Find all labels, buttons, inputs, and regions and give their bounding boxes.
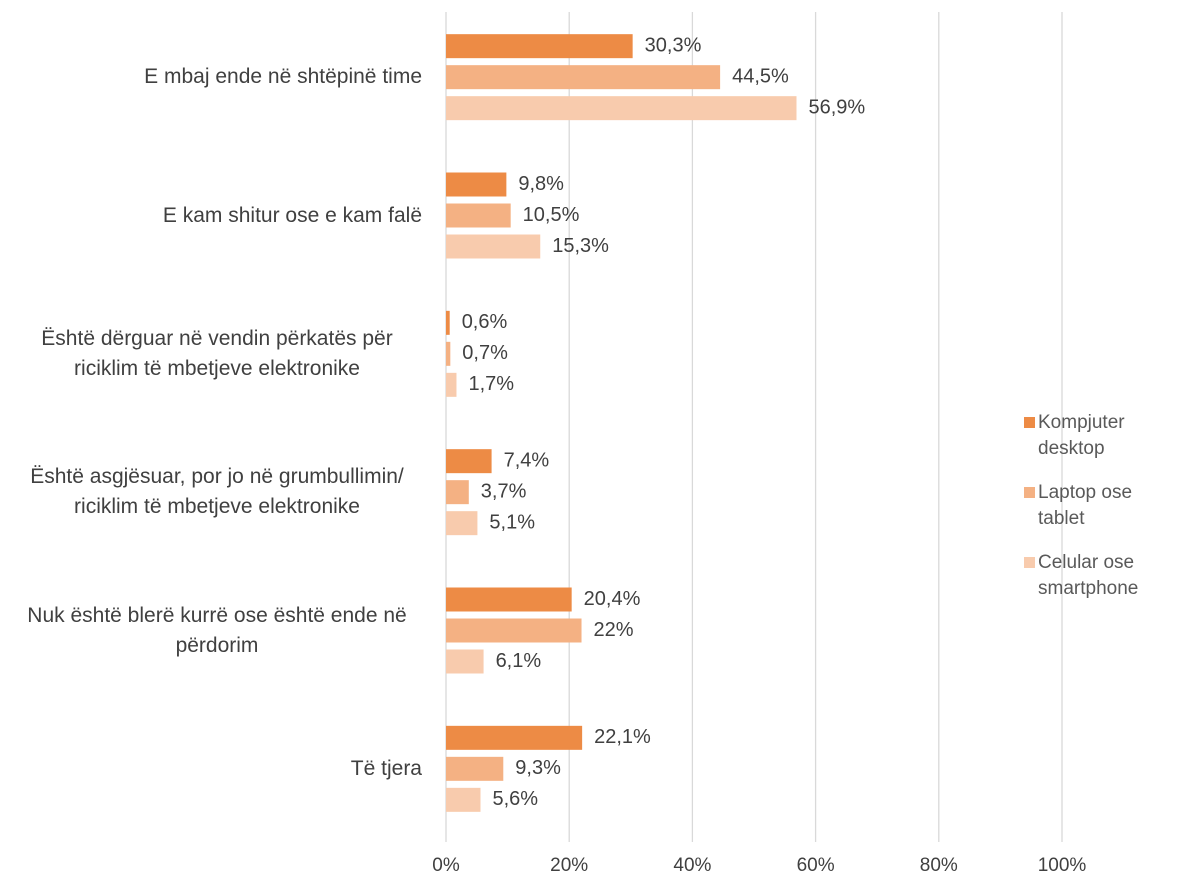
bar [446, 649, 484, 674]
bar [446, 511, 478, 536]
legend-text: Kompjuter desktop [1038, 412, 1125, 459]
category-label: Të tjera [0, 754, 422, 784]
category-label: Është dërguar në vendin përkatës për ric… [0, 324, 422, 384]
category-text: E mbaj ende në shtëpinë time [144, 65, 422, 89]
data-label: 0,7% [462, 342, 508, 364]
category-text: Është dërguar në vendin përkatës për ric… [41, 326, 393, 380]
legend-text: Celular ose smartphone [1038, 552, 1139, 599]
bar [446, 172, 507, 197]
x-tick-label: 40% [673, 855, 711, 876]
bar [446, 341, 451, 366]
bar [446, 480, 469, 505]
bar [446, 756, 504, 781]
bar [446, 34, 633, 59]
category-text: Të tjera [350, 756, 422, 780]
x-tick-label: 20% [550, 855, 588, 876]
bar [446, 372, 457, 397]
category-label: Nuk është blerë kurrë ose është ende në … [0, 601, 422, 661]
category-text: Nuk është blerë kurrë ose është ende në … [27, 603, 407, 657]
x-tick-label: 80% [920, 855, 958, 876]
category-label: Është asgjësuar, por jo në grumbullimin/… [0, 462, 422, 522]
data-label: 15,3% [552, 235, 609, 257]
legend-swatch [1024, 417, 1035, 428]
data-label: 56,9% [809, 96, 866, 118]
legend-swatch [1024, 487, 1035, 498]
bar [446, 65, 721, 90]
data-label: 3,7% [481, 480, 527, 502]
category-label: E kam shitur ose e kam falë [0, 201, 422, 231]
data-label: 30,3% [645, 34, 702, 56]
data-label: 0,6% [462, 311, 508, 333]
legend-entry: Celular ose smartphone [1020, 550, 1180, 602]
bar [446, 618, 582, 643]
bar [446, 203, 511, 228]
x-tick-label: 0% [432, 855, 460, 876]
x-tick-label: 60% [797, 855, 835, 876]
category-label: E mbaj ende në shtëpinë time [0, 62, 422, 92]
bar [446, 234, 541, 259]
category-text: E kam shitur ose e kam falë [162, 203, 422, 227]
data-label: 20,4% [584, 588, 641, 610]
bar [446, 587, 572, 612]
category-text: Është asgjësuar, por jo në grumbullimin/… [30, 465, 404, 519]
data-label: 5,6% [492, 788, 538, 810]
data-label: 9,3% [515, 757, 561, 779]
data-label: 22,1% [594, 726, 651, 748]
x-tick-label: 100% [1038, 855, 1087, 876]
data-label: 7,4% [504, 449, 550, 471]
legend-text: Laptop ose tablet [1038, 482, 1133, 529]
legend-entry: Kompjuter desktop [1020, 410, 1180, 462]
bar [446, 96, 797, 121]
bar [446, 725, 583, 750]
data-label: 5,1% [489, 511, 535, 533]
bar [446, 310, 450, 335]
data-label: 22% [594, 619, 634, 641]
data-label: 44,5% [732, 65, 789, 87]
data-label: 6,1% [496, 650, 542, 672]
bar [446, 449, 492, 474]
data-label: 1,7% [468, 373, 514, 395]
legend-entry: Laptop ose tablet [1020, 480, 1180, 532]
data-label: 10,5% [523, 204, 580, 226]
bar [446, 787, 481, 812]
data-label: 9,8% [518, 173, 564, 195]
legend-swatch [1024, 557, 1035, 568]
